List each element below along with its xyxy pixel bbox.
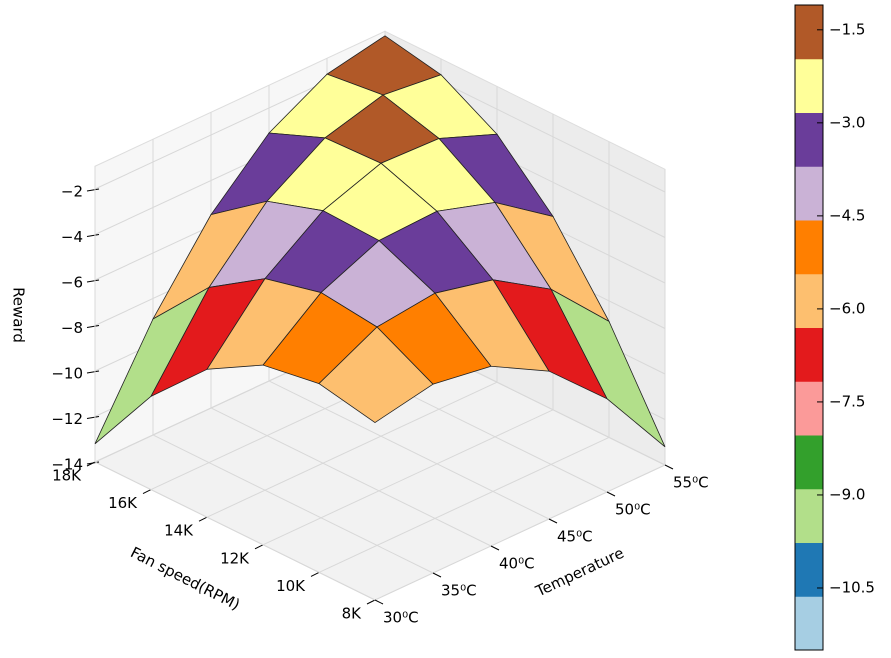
x-tick [86, 461, 96, 467]
colorbar-tick-label: −1.5 [829, 20, 865, 38]
colorbar-segment [795, 5, 823, 60]
grid-line [94, 166, 376, 601]
colorbar-segment [795, 488, 823, 543]
z-tick [86, 279, 100, 283]
z-tick [86, 370, 100, 374]
x-tick [198, 516, 208, 522]
z-tick [86, 234, 100, 237]
colorbar-segment [795, 327, 823, 382]
colorbar-segment [795, 220, 823, 275]
colorbar-segment [795, 58, 823, 113]
z-tick [86, 188, 100, 192]
grid-line [152, 139, 434, 574]
x-tick-label: 12K [220, 549, 250, 567]
z-tick-label: −10 [51, 365, 83, 383]
colorbar-segment [795, 273, 823, 328]
colorbar-segment [795, 435, 823, 490]
y-tick [432, 572, 442, 578]
x-tick [366, 599, 376, 605]
x-tick-label: 16K [108, 494, 138, 512]
y-tick-label: 45⁰C [557, 528, 593, 546]
y-tick [664, 464, 674, 470]
z-tick-label: −2 [61, 183, 83, 201]
y-tick-label: 50⁰C [615, 501, 651, 519]
colorbar-segment [795, 596, 823, 651]
colorbar-tick-label: −6.0 [829, 299, 865, 317]
colorbar-tick-label: −10.5 [829, 578, 875, 596]
x-tick-label: 18K [52, 467, 82, 485]
colorbar-tick-label: −4.5 [829, 206, 865, 224]
y-tick [490, 545, 500, 551]
colorbar-segment [795, 542, 823, 597]
y-tick-label: 40⁰C [499, 555, 535, 573]
z-tick [86, 325, 100, 328]
y-tick-label: 30⁰C [383, 609, 419, 627]
y-tick [606, 491, 616, 497]
z-tick-label: −12 [51, 410, 83, 428]
colorbar-segment [795, 112, 823, 167]
z-tick-label: −4 [61, 228, 83, 246]
x-tick-label: 8K [342, 605, 363, 623]
x-tick [142, 489, 152, 495]
x-tick-label: 14K [164, 522, 194, 540]
grid-line [210, 112, 492, 547]
y-tick [374, 599, 384, 605]
x-tick [310, 571, 320, 577]
colorbar-tick-label: −9.0 [829, 485, 865, 503]
z-tick-label: −8 [61, 319, 83, 337]
z-tick-label: −14 [51, 456, 83, 474]
colorbar-tick-label: −7.5 [829, 392, 865, 410]
colorbar-segment [795, 166, 823, 221]
z-axis-title: Reward [10, 287, 28, 343]
surface-patch [318, 326, 434, 424]
y-tick-label: 55⁰C [673, 474, 709, 492]
x-tick-label: 10K [276, 577, 306, 595]
x-tick [254, 544, 264, 550]
colorbar-segment [795, 381, 823, 436]
y-tick [548, 518, 558, 524]
y-tick-label: 35⁰C [441, 582, 477, 600]
colorbar-frame [794, 4, 824, 651]
y-axis-title: Temperature [532, 544, 627, 601]
colorbar-tick-label: −3.0 [829, 113, 865, 131]
z-tick-label: −6 [61, 274, 83, 292]
z-tick [86, 416, 100, 419]
